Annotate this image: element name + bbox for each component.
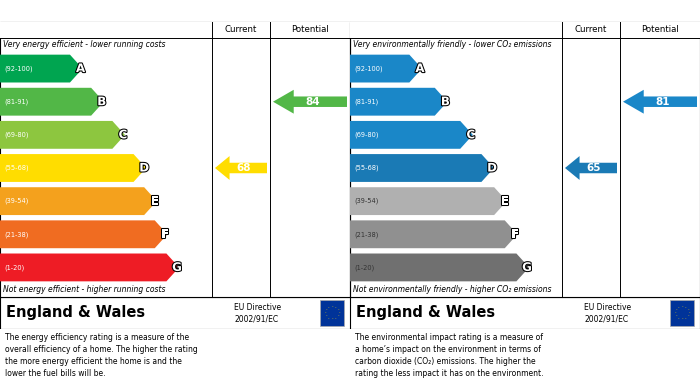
Polygon shape bbox=[565, 156, 617, 180]
Text: ·: · bbox=[675, 307, 677, 312]
Text: ·: · bbox=[687, 307, 689, 312]
Text: ·: · bbox=[675, 314, 677, 319]
Text: E: E bbox=[150, 195, 159, 208]
Text: Environmental Impact (CO2) Rating: Environmental Impact (CO2) Rating bbox=[355, 4, 621, 17]
Text: (69-80): (69-80) bbox=[354, 132, 379, 138]
Text: The environmental impact rating is a measure of
a home’s impact on the environme: The environmental impact rating is a mea… bbox=[355, 333, 543, 378]
Text: ·: · bbox=[674, 310, 676, 316]
Polygon shape bbox=[0, 88, 104, 116]
Text: ·: · bbox=[324, 310, 326, 316]
Text: A: A bbox=[415, 62, 424, 75]
Bar bbox=[0, 22, 350, 38]
Text: ·: · bbox=[678, 316, 680, 321]
Polygon shape bbox=[0, 221, 167, 248]
Text: (39-54): (39-54) bbox=[4, 198, 29, 204]
Text: C: C bbox=[466, 128, 475, 142]
Text: E: E bbox=[500, 195, 509, 208]
Text: Energy Efficiency Rating: Energy Efficiency Rating bbox=[6, 4, 188, 17]
Text: ·: · bbox=[328, 316, 330, 321]
Text: England & Wales: England & Wales bbox=[356, 305, 495, 321]
Polygon shape bbox=[623, 90, 697, 114]
Polygon shape bbox=[350, 121, 472, 149]
Text: 84: 84 bbox=[306, 97, 321, 107]
Text: ·: · bbox=[681, 305, 683, 310]
Text: ·: · bbox=[337, 314, 339, 319]
Text: (92-100): (92-100) bbox=[354, 65, 383, 72]
Text: England & Wales: England & Wales bbox=[6, 305, 145, 321]
Text: ·: · bbox=[687, 314, 689, 319]
Text: 81: 81 bbox=[656, 97, 671, 107]
Text: ·: · bbox=[335, 305, 337, 310]
Polygon shape bbox=[0, 187, 157, 215]
Text: B: B bbox=[441, 95, 450, 108]
Text: D: D bbox=[487, 161, 497, 174]
Text: G: G bbox=[522, 261, 532, 274]
Bar bbox=[670, 300, 694, 326]
Polygon shape bbox=[350, 154, 494, 182]
Text: Potential: Potential bbox=[291, 25, 329, 34]
Text: Very energy efficient - lower running costs: Very energy efficient - lower running co… bbox=[3, 40, 165, 49]
Polygon shape bbox=[350, 221, 517, 248]
Text: 65: 65 bbox=[587, 163, 601, 173]
Text: (21-38): (21-38) bbox=[354, 231, 379, 238]
Polygon shape bbox=[273, 90, 347, 114]
Polygon shape bbox=[350, 88, 447, 116]
Bar bbox=[350, 22, 700, 38]
Text: (21-38): (21-38) bbox=[4, 231, 29, 238]
Text: Current: Current bbox=[225, 25, 257, 34]
Text: Current: Current bbox=[575, 25, 607, 34]
Text: ·: · bbox=[328, 305, 330, 310]
Text: ·: · bbox=[685, 305, 687, 310]
Text: (1-20): (1-20) bbox=[354, 264, 374, 271]
Text: (1-20): (1-20) bbox=[4, 264, 25, 271]
Bar bbox=[320, 300, 344, 326]
Text: ·: · bbox=[325, 307, 327, 312]
Text: (81-91): (81-91) bbox=[4, 99, 28, 105]
Text: F: F bbox=[162, 228, 169, 241]
Polygon shape bbox=[0, 154, 146, 182]
Polygon shape bbox=[0, 55, 83, 83]
Text: ·: · bbox=[331, 305, 333, 310]
Text: A: A bbox=[76, 62, 85, 75]
Text: ·: · bbox=[337, 307, 339, 312]
Polygon shape bbox=[350, 253, 529, 282]
Text: ·: · bbox=[688, 310, 690, 316]
Text: Not environmentally friendly - higher CO₂ emissions: Not environmentally friendly - higher CO… bbox=[353, 285, 552, 294]
Text: (92-100): (92-100) bbox=[4, 65, 33, 72]
Text: ·: · bbox=[681, 316, 683, 321]
Text: ·: · bbox=[338, 310, 340, 316]
Text: Very environmentally friendly - lower CO₂ emissions: Very environmentally friendly - lower CO… bbox=[353, 40, 552, 49]
Text: Environmental Impact (CO: Environmental Impact (CO bbox=[355, 4, 552, 17]
Text: D: D bbox=[139, 161, 149, 174]
Text: 68: 68 bbox=[237, 163, 251, 173]
Text: Potential: Potential bbox=[641, 25, 679, 34]
Text: The energy efficiency rating is a measure of the
overall efficiency of a home. T: The energy efficiency rating is a measur… bbox=[5, 333, 197, 378]
Text: ·: · bbox=[331, 316, 333, 321]
Text: ·: · bbox=[335, 316, 337, 321]
Text: Environmental Impact (CO₂) Rating: Environmental Impact (CO₂) Rating bbox=[355, 4, 617, 17]
Text: EU Directive
2002/91/EC: EU Directive 2002/91/EC bbox=[234, 303, 281, 323]
Text: (39-54): (39-54) bbox=[354, 198, 379, 204]
Polygon shape bbox=[215, 156, 267, 180]
Text: B: B bbox=[97, 95, 106, 108]
Text: G: G bbox=[172, 261, 182, 274]
Polygon shape bbox=[0, 253, 179, 282]
Polygon shape bbox=[350, 187, 507, 215]
Text: (55-68): (55-68) bbox=[4, 165, 29, 171]
Text: Not energy efficient - higher running costs: Not energy efficient - higher running co… bbox=[3, 285, 165, 294]
Polygon shape bbox=[0, 121, 125, 149]
Text: (69-80): (69-80) bbox=[4, 132, 29, 138]
Text: (55-68): (55-68) bbox=[354, 165, 379, 171]
Text: EU Directive
2002/91/EC: EU Directive 2002/91/EC bbox=[584, 303, 631, 323]
Text: ·: · bbox=[678, 305, 680, 310]
Text: C: C bbox=[118, 128, 127, 142]
Text: ·: · bbox=[685, 316, 687, 321]
Text: F: F bbox=[512, 228, 519, 241]
Polygon shape bbox=[350, 55, 422, 83]
Text: ·: · bbox=[325, 314, 327, 319]
Text: (81-91): (81-91) bbox=[354, 99, 378, 105]
